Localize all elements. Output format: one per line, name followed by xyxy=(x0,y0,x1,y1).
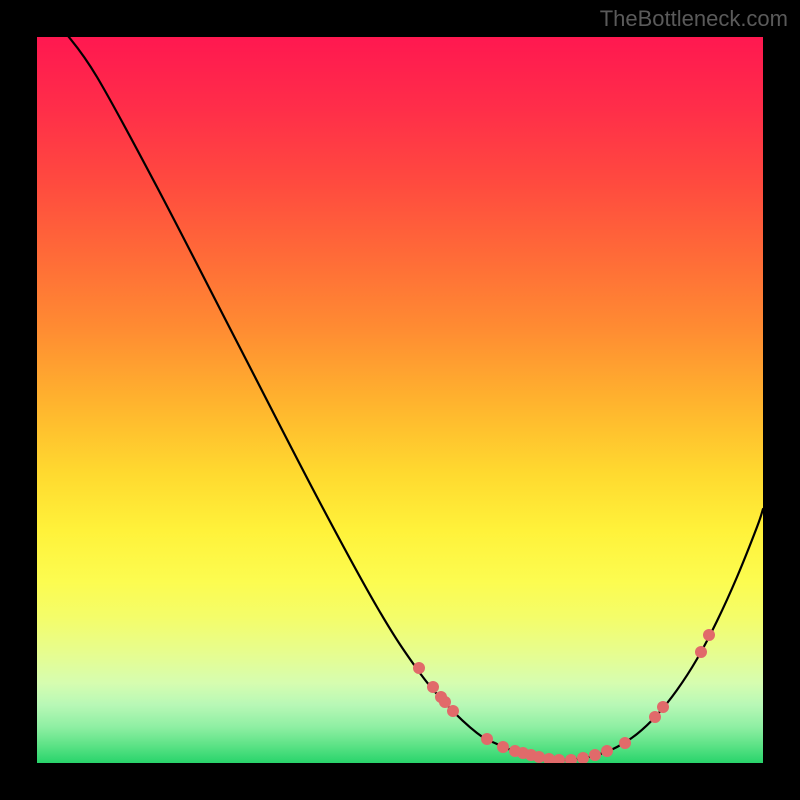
data-marker xyxy=(439,696,451,708)
watermark-text: TheBottleneck.com xyxy=(600,6,788,32)
data-marker xyxy=(413,662,425,674)
data-marker xyxy=(619,737,631,749)
data-marker xyxy=(481,733,493,745)
data-marker xyxy=(565,754,577,763)
data-marker xyxy=(577,752,589,763)
data-marker xyxy=(497,741,509,753)
data-marker xyxy=(703,629,715,641)
data-marker xyxy=(589,749,601,761)
data-marker xyxy=(695,646,707,658)
data-marker xyxy=(657,701,669,713)
data-markers xyxy=(413,629,715,763)
data-marker xyxy=(649,711,661,723)
curve-layer xyxy=(37,37,763,763)
plot-area xyxy=(37,37,763,763)
bottleneck-curve xyxy=(65,37,763,760)
data-marker xyxy=(601,745,613,757)
data-marker xyxy=(447,705,459,717)
data-marker xyxy=(427,681,439,693)
data-marker xyxy=(533,751,545,763)
data-marker xyxy=(553,754,565,763)
